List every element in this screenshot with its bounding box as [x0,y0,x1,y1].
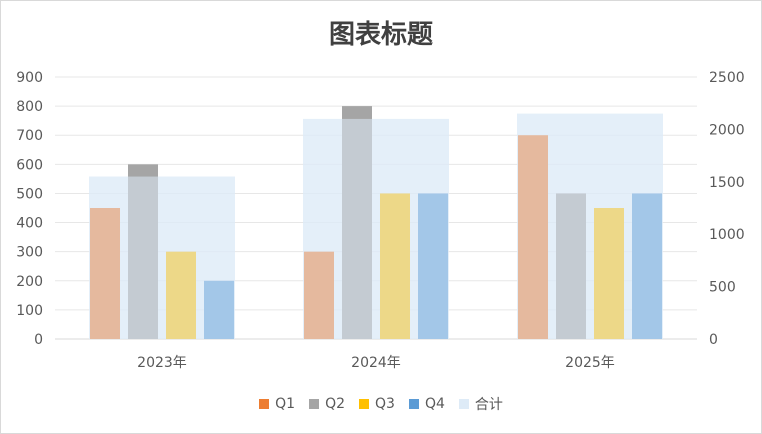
bar-total-overlay-2025年 [517,113,663,340]
legend-item: 合计 [458,394,503,414]
chart-legend: Q1 Q2 Q3 Q4 合计 [0,394,762,414]
y-left-tick-label: 800 [16,99,43,115]
y-left-tick-label: 900 [16,70,43,86]
y-left-tick-label: 400 [16,216,43,232]
y-left-tick-label: 500 [16,186,43,202]
legend-swatch [359,399,369,409]
legend-item: Q2 [309,396,345,412]
x-tick-label: 2024年 [351,355,401,371]
legend-swatch [458,399,469,409]
legend-label: 合计 [474,397,503,413]
y-left-tick-label: 100 [16,303,43,319]
y-right-tick-label: 0 [709,332,718,348]
chart-title: 图表标题 [328,20,433,50]
x-tick-label: 2025年 [565,355,615,371]
y-right-tick-label: 1500 [709,175,745,191]
y-left-tick-label: 600 [16,157,43,173]
x-tick-label: 2023年 [137,355,187,371]
legend-swatch [259,399,270,409]
legend-label: Q4 [424,396,445,412]
y-left-tick-label: 700 [16,128,43,144]
legend-label: Q3 [375,396,395,412]
y-right-tick-label: 500 [709,280,736,296]
y-right-tick-label: 1000 [709,227,745,243]
legend-item: Q1 [259,396,295,412]
legend-swatch [309,399,320,409]
y-right-tick-label: 2000 [709,122,745,138]
legend-swatch [408,399,419,409]
y-left-tick-label: 0 [34,332,43,348]
legend-item: Q3 [359,396,395,412]
y-left-tick-label: 300 [16,245,43,261]
legend-label: Q2 [325,396,345,412]
y-left-tick-label: 200 [16,274,43,290]
bar-total-overlay-2023年 [89,176,235,339]
legend-label: Q1 [275,396,296,412]
bar-total-overlay-2024年 [303,118,449,339]
legend-item: Q4 [408,396,445,412]
y-right-tick-label: 2500 [709,70,745,86]
